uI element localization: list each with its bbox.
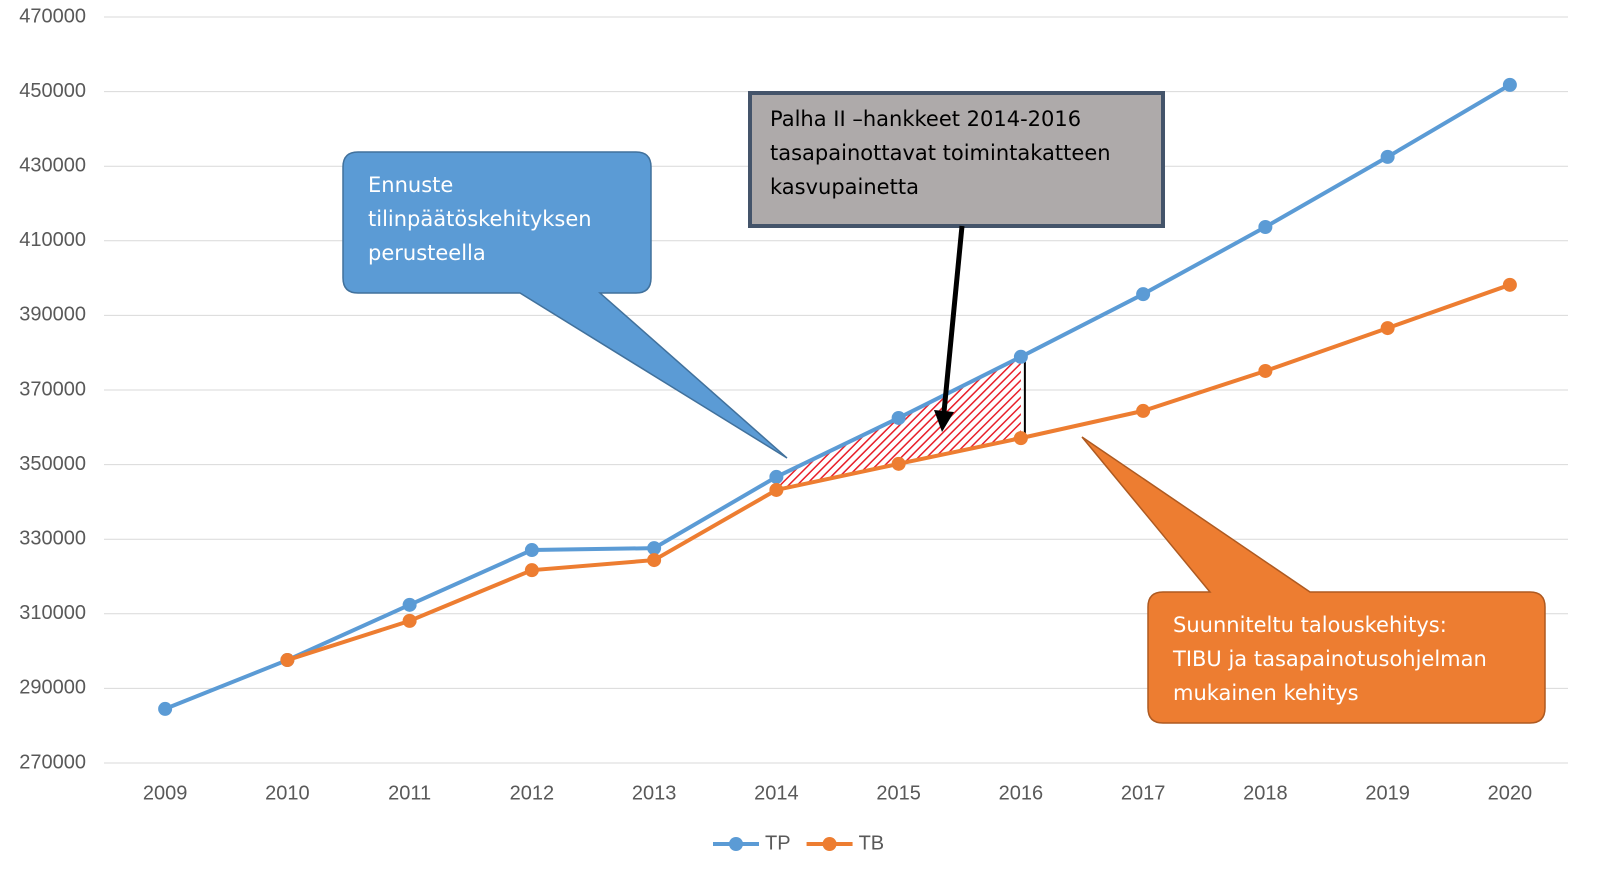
series-line [164, 83, 1511, 711]
y-tick-label: 310000 [19, 602, 86, 624]
y-tick-label: 470000 [19, 5, 86, 27]
legend-label: TB [859, 832, 885, 854]
callout-text: Suunniteltu talouskehitys: [1173, 613, 1447, 637]
data-point [1013, 349, 1028, 364]
note-box [748, 91, 1165, 228]
x-tick-label: 2019 [1365, 782, 1410, 804]
y-tick-label: 290000 [19, 677, 86, 699]
x-tick-label: 2016 [999, 782, 1044, 804]
x-tick-label: 2011 [388, 782, 431, 804]
data-point [1380, 321, 1395, 336]
y-tick-label: 450000 [19, 80, 86, 102]
x-tick-label: 2018 [1243, 782, 1288, 804]
data-point [1258, 363, 1273, 378]
x-tick-label: 2013 [632, 782, 677, 804]
data-point [769, 482, 784, 497]
data-point [402, 597, 417, 612]
y-tick-label: 410000 [19, 229, 86, 251]
legend-label: TP [765, 832, 791, 854]
callout-text: Ennuste [368, 173, 453, 197]
y-tick-label: 370000 [19, 378, 86, 400]
data-point [891, 410, 906, 425]
data-point [1013, 431, 1028, 446]
x-tick-label: 2014 [754, 782, 799, 804]
x-tick-label: 2017 [1121, 782, 1166, 804]
callout-text: TIBU ja tasapainotusohjelman [1172, 647, 1487, 671]
data-point [1136, 287, 1151, 302]
callouts: Ennuste tilinpäätöskehityksen perusteell… [342, 91, 1546, 724]
arrow-head [934, 410, 954, 432]
y-tick-label: 390000 [19, 304, 86, 326]
note-text: kasvupainetta [770, 175, 919, 199]
data-point [1380, 149, 1395, 164]
callout-text: mukainen kehitys [1173, 681, 1359, 705]
legend-marker [729, 837, 743, 851]
x-tick-label: 2010 [265, 782, 310, 804]
y-tick-label: 270000 [19, 751, 86, 773]
arrow-shaft [941, 225, 965, 413]
note-text: tasapainottavat toimintakatteen [770, 141, 1111, 165]
data-point [1136, 403, 1151, 418]
data-point [280, 653, 295, 668]
callout-text: tilinpäätöskehityksen [368, 207, 592, 231]
x-tick-label: 2015 [876, 782, 921, 804]
data-point [647, 553, 662, 568]
data-point [1258, 219, 1273, 234]
data-point [524, 543, 539, 558]
data-point [158, 701, 173, 716]
y-tick-label: 430000 [19, 154, 86, 176]
data-point [1502, 77, 1517, 92]
data-point [524, 563, 539, 578]
note-text: Palha II –hankkeet 2014-2016 [770, 107, 1081, 131]
callout-orange [1081, 436, 1546, 724]
callout-text: perusteella [368, 241, 486, 265]
y-tick-label: 330000 [19, 527, 86, 549]
x-tick-label: 2009 [143, 782, 188, 804]
legend-marker [822, 837, 837, 851]
x-tick-label: 2020 [1488, 782, 1533, 804]
data-point [891, 456, 906, 471]
x-tick-label: 2012 [510, 782, 555, 804]
data-point [1502, 277, 1517, 292]
data-point [402, 613, 417, 628]
callout-blue [342, 151, 788, 459]
data-point [647, 541, 662, 556]
data-point [769, 469, 784, 484]
y-tick-label: 350000 [19, 453, 86, 475]
